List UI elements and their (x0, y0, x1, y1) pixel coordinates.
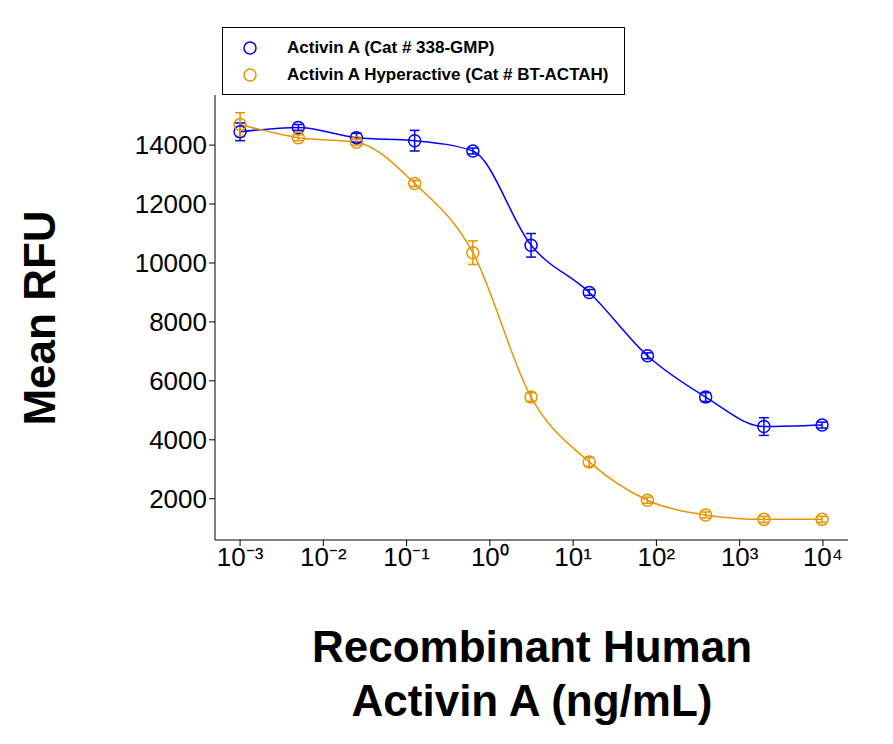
svg-text:2000: 2000 (149, 484, 207, 514)
svg-text:10²: 10² (638, 542, 676, 572)
svg-text:8000: 8000 (149, 307, 207, 337)
svg-text:14000: 14000 (135, 130, 207, 160)
svg-text:10000: 10000 (135, 248, 207, 278)
svg-text:10⁻³: 10⁻³ (217, 542, 264, 572)
svg-text:10³: 10³ (721, 542, 759, 572)
svg-text:10⁰: 10⁰ (471, 542, 509, 572)
svg-text:10¹: 10¹ (554, 542, 592, 572)
svg-text:10⁻¹: 10⁻¹ (383, 542, 430, 572)
svg-text:4000: 4000 (149, 425, 207, 455)
html-text:Mean RFU: Mean RFU (15, 210, 64, 426)
svg-text:10⁴: 10⁴ (803, 542, 843, 572)
svg-text:12000: 12000 (135, 189, 207, 219)
html-text:Recombinant Human Activin A (n: Recombinant Human Activin A (ng/mL) (312, 622, 752, 725)
svg-text:6000: 6000 (149, 366, 207, 396)
html-text:Activin A (Cat # 338-GMP): Activin A (Cat # 338-GMP) (287, 38, 495, 57)
html-text:Activin A Hyperactive (Cat # B: Activin A Hyperactive (Cat # BT-ACTAH) (287, 65, 609, 84)
svg-text:10⁻²: 10⁻² (300, 542, 347, 572)
